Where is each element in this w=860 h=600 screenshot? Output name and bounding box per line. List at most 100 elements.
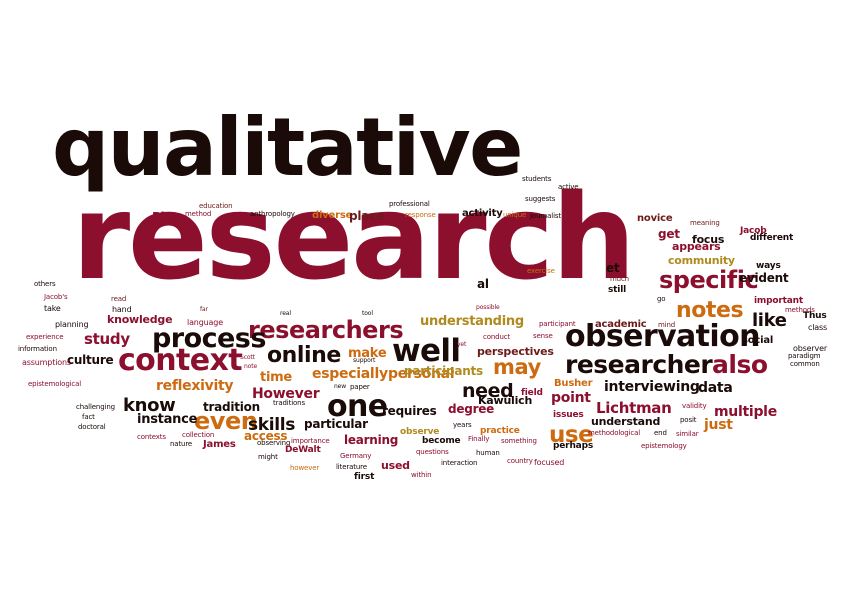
word-thus: Thus bbox=[803, 311, 827, 321]
word-ways: ways bbox=[756, 261, 781, 271]
word-interaction: interaction bbox=[441, 459, 478, 467]
word-researcher: researcher bbox=[565, 350, 713, 379]
word-language: language bbox=[187, 318, 223, 327]
word-validity: validity bbox=[682, 402, 707, 410]
word-within: within bbox=[411, 471, 432, 479]
word-novice: novice bbox=[637, 213, 673, 224]
word-epistemological: epistemological bbox=[28, 380, 82, 388]
word-exercise: exercise bbox=[527, 267, 555, 275]
word-response: response bbox=[405, 211, 436, 219]
word-appears: appears bbox=[672, 240, 721, 253]
word-issues: issues bbox=[553, 410, 584, 420]
word-note: note bbox=[244, 363, 258, 370]
word-jacob-s: Jacob's bbox=[44, 293, 68, 301]
word-paper: paper bbox=[350, 383, 370, 391]
word-understand: understand bbox=[591, 415, 661, 428]
word-method: method bbox=[185, 210, 212, 218]
word-meaning: meaning bbox=[690, 219, 720, 227]
word-observer: observer bbox=[793, 344, 828, 353]
word-make: make bbox=[348, 346, 387, 361]
word-real: real bbox=[280, 310, 291, 317]
word-like: like bbox=[752, 310, 787, 331]
word-requires: requires bbox=[382, 404, 437, 418]
word-yet: yet bbox=[457, 341, 467, 348]
word-interviewing: interviewing bbox=[604, 379, 700, 395]
word-important: important bbox=[754, 296, 803, 306]
word-observing: observing bbox=[257, 439, 291, 447]
word-might: might bbox=[258, 453, 278, 461]
word-practice: practice bbox=[480, 426, 520, 436]
word-researchers: researchers bbox=[248, 316, 404, 344]
word-far: far bbox=[200, 306, 208, 313]
word-participants: participants bbox=[404, 364, 483, 378]
word-especially: especially bbox=[312, 366, 388, 382]
word-professional: professional bbox=[389, 200, 430, 208]
word-community: community bbox=[668, 254, 735, 267]
word-methodological: methodological bbox=[588, 429, 641, 437]
word-perhaps: perhaps bbox=[553, 441, 594, 451]
word-tradition: tradition bbox=[203, 400, 260, 414]
word-country: country bbox=[507, 457, 533, 465]
word-doctoral: doctoral bbox=[78, 423, 106, 431]
word-read: read bbox=[111, 295, 127, 303]
word-phd: PhD bbox=[152, 210, 179, 224]
word-place: place bbox=[349, 209, 384, 223]
word-personal: personal bbox=[388, 366, 455, 382]
word-education: education bbox=[199, 202, 233, 210]
word-social: social bbox=[742, 335, 774, 346]
word-may: may bbox=[493, 355, 541, 379]
word-learning: learning bbox=[344, 433, 399, 447]
word-contexts: contexts bbox=[137, 433, 166, 441]
word-multiple: multiple bbox=[714, 404, 777, 420]
word-take: take bbox=[44, 304, 61, 313]
word-observation: observation bbox=[565, 319, 760, 354]
word-process: process bbox=[152, 323, 266, 354]
word-time: time bbox=[260, 370, 292, 385]
word-fact: fact bbox=[82, 413, 95, 421]
word-common: common bbox=[790, 360, 820, 368]
word-information: information bbox=[18, 345, 57, 353]
word-online: online bbox=[267, 343, 341, 368]
word-still: still bbox=[608, 285, 627, 295]
word-planning: planning bbox=[55, 320, 89, 329]
word-human: human bbox=[476, 449, 500, 457]
word-notes: notes bbox=[676, 298, 744, 323]
word-diverse: diverse bbox=[312, 210, 353, 221]
word-also: also bbox=[712, 350, 768, 379]
word-first: first bbox=[354, 472, 375, 482]
word-lichtman: Lichtman bbox=[596, 399, 672, 417]
word-something: something bbox=[501, 437, 537, 445]
word-journalist: journalist bbox=[530, 212, 562, 220]
word-different: different bbox=[750, 233, 794, 243]
word-others: others bbox=[34, 280, 56, 288]
word-used: used bbox=[381, 459, 410, 472]
word-importance: importance bbox=[291, 437, 330, 445]
word-academic: academic bbox=[595, 319, 647, 330]
word-evident: evident bbox=[739, 271, 789, 285]
word-busher: Busher bbox=[554, 378, 593, 389]
word-degree: degree bbox=[448, 402, 495, 416]
word-possible: possible bbox=[476, 304, 500, 311]
word-experience: experience bbox=[26, 333, 64, 341]
word-years: years bbox=[453, 421, 472, 429]
word-instance: instance bbox=[137, 412, 198, 427]
word-anthropology: anthropology bbox=[250, 210, 295, 218]
word-reflexivity: reflexivity bbox=[156, 378, 234, 394]
word-need: need bbox=[462, 380, 514, 402]
word-similar: similar bbox=[676, 430, 699, 438]
word-activity: activity bbox=[462, 208, 503, 219]
word-nature: nature bbox=[170, 440, 193, 448]
word-access: access bbox=[244, 429, 288, 443]
word-tool: tool bbox=[362, 310, 373, 317]
word-al: al bbox=[477, 277, 489, 291]
word-assumptions: assumptions bbox=[22, 358, 71, 367]
word-sense: sense bbox=[533, 332, 553, 340]
word-unique: unique bbox=[503, 211, 527, 219]
word-use: use bbox=[549, 422, 594, 448]
word-well: well bbox=[392, 333, 461, 369]
word-focused: focused bbox=[534, 458, 565, 467]
word-research: research bbox=[72, 168, 636, 306]
word-even: even bbox=[194, 407, 258, 435]
word-one: one bbox=[327, 389, 388, 424]
